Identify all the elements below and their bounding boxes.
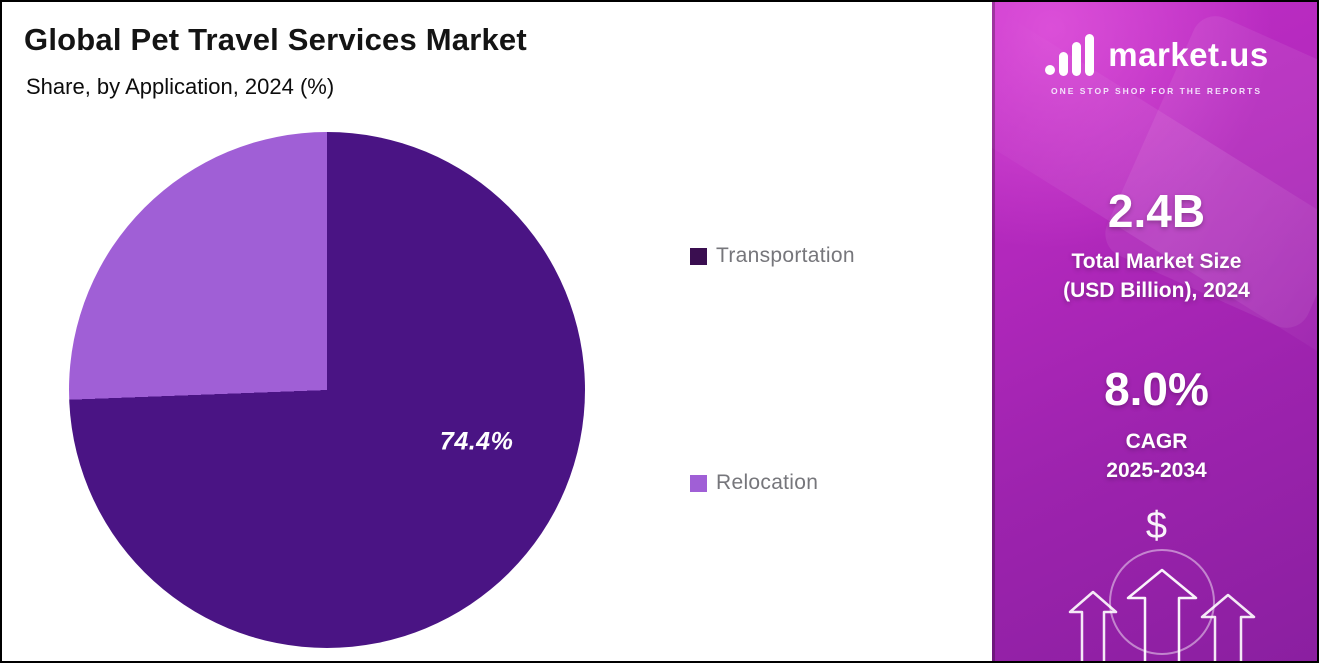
cagr-value: 8.0% <box>1104 363 1209 415</box>
marketus-logo-text: market.us <box>1108 36 1269 73</box>
cagr-period: 2025-2034 <box>1106 459 1207 482</box>
chart-title: Global Pet Travel Services Market <box>24 22 527 57</box>
legend-item-transportation: Transportation <box>690 244 855 268</box>
legend-label-transportation: Transportation <box>716 244 855 267</box>
dollar-icon: $ <box>1145 505 1168 547</box>
chart-subtitle: Share, by Application, 2024 (%) <box>26 74 335 99</box>
legend-label-relocation: Relocation <box>716 471 819 494</box>
sidebar: market.us ONE STOP SHOP FOR THE REPORTS … <box>939 2 1317 661</box>
total-market-size-label: Total Market Size <box>1071 250 1242 273</box>
cagr-label: CAGR <box>1125 430 1188 453</box>
chart-area: Global Pet Travel Services Market Share,… <box>2 2 992 661</box>
legend-swatch-transportation <box>690 247 707 265</box>
legend-swatch-relocation <box>690 474 707 492</box>
total-market-size-sublabel: (USD Billion), 2024 <box>1063 279 1250 302</box>
marketus-logo-tagline: ONE STOP SHOP FOR THE REPORTS <box>1050 86 1263 96</box>
growth-arrows-icon <box>1068 549 1256 661</box>
pie-chart: 74.4% <box>69 132 585 648</box>
total-market-size-value: 2.4B <box>1107 185 1206 237</box>
marketus-logo-icon <box>1045 34 1095 76</box>
marketus-logo: market.us <box>992 34 1317 76</box>
pie-slice-label-transportation: 74.4% <box>439 427 514 456</box>
legend-item-relocation: Relocation <box>690 471 818 495</box>
